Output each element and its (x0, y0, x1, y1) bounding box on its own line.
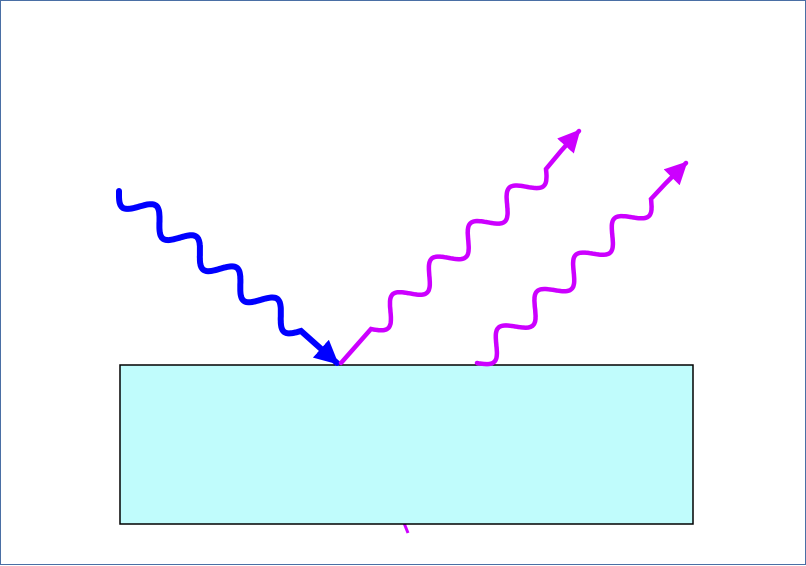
reflected-wave (338, 128, 582, 366)
material-slab (119, 364, 694, 525)
emitted-wave (474, 160, 689, 367)
incident-wave (116, 188, 340, 366)
